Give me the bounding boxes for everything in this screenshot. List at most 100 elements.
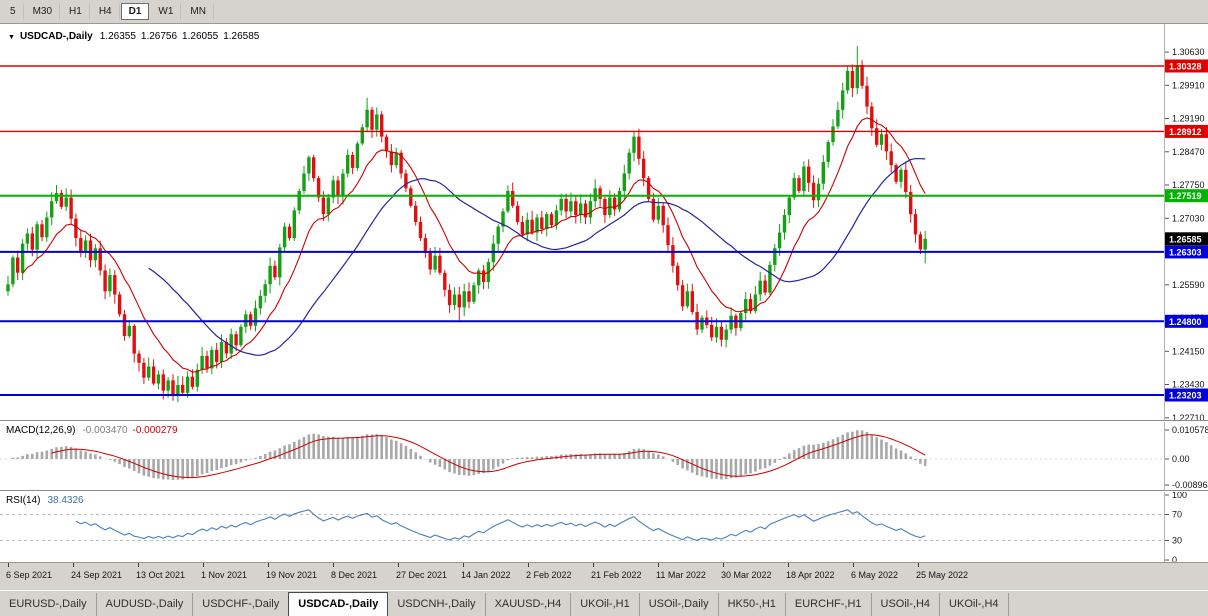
candle-body bbox=[35, 224, 39, 250]
candle-body bbox=[161, 374, 165, 391]
chart-tab-xauusd-h4[interactable]: XAUUSD-,H4 bbox=[486, 593, 572, 616]
timeframe-button-h1[interactable]: H1 bbox=[61, 3, 90, 20]
candle-body bbox=[923, 238, 927, 250]
candle-body bbox=[64, 197, 68, 207]
candle-body bbox=[554, 210, 559, 226]
axis-label: 1.27030 bbox=[1172, 213, 1205, 223]
candle-body bbox=[365, 109, 369, 128]
candle-body bbox=[30, 233, 34, 250]
candle-body bbox=[467, 291, 471, 302]
macd-panel bbox=[0, 430, 1164, 480]
time-axis-label: 27 Dec 2021 bbox=[396, 570, 448, 580]
candle-body bbox=[59, 192, 64, 207]
time-axis-label: 6 Sep 2021 bbox=[6, 570, 53, 580]
candle-body bbox=[312, 157, 316, 179]
timeframe-button-d1[interactable]: D1 bbox=[120, 3, 150, 20]
candle-body bbox=[282, 226, 287, 248]
candle-body bbox=[210, 349, 214, 369]
time-axis-label: 18 Apr 2022 bbox=[786, 570, 835, 580]
candle-body bbox=[651, 198, 656, 220]
candle-body bbox=[899, 169, 903, 182]
timeframe-button-5[interactable]: 5 bbox=[2, 3, 24, 20]
time-axis-tick bbox=[918, 563, 919, 567]
time-axis-tick bbox=[73, 563, 74, 567]
candle-body bbox=[384, 136, 389, 152]
chart-tab-bar: EURUSD-,Daily AUDUSD-,Daily USDCHF-,Daily U… bbox=[0, 590, 1208, 616]
chart-tab-hk50-h1[interactable]: HK50-,H1 bbox=[719, 593, 786, 616]
candle-body bbox=[176, 385, 180, 397]
candle-body bbox=[632, 136, 636, 153]
macd-label: MACD(12,26,9) bbox=[6, 425, 75, 436]
chart-tab-usdchf-daily[interactable]: USDCHF-,Daily bbox=[193, 593, 290, 616]
candle-body bbox=[122, 314, 127, 336]
timeframe-button-mn[interactable]: MN bbox=[182, 3, 214, 20]
candle-body bbox=[637, 136, 641, 159]
price-level-badge-label: 1.23203 bbox=[1169, 391, 1202, 401]
candle-body bbox=[69, 197, 73, 219]
candle-body bbox=[758, 280, 762, 295]
candle-body bbox=[142, 362, 146, 378]
candle-body bbox=[845, 71, 850, 91]
time-axis-tick bbox=[528, 563, 529, 567]
candle-body bbox=[627, 152, 631, 174]
chart-symbol-label: USDCAD-,Daily bbox=[20, 31, 93, 42]
candle-body bbox=[83, 240, 88, 253]
candle-body bbox=[802, 166, 806, 192]
candle-body bbox=[302, 173, 306, 191]
symbol-dropdown-icon[interactable]: ▼ bbox=[8, 34, 15, 41]
timeframe-button-h4[interactable]: H4 bbox=[91, 3, 120, 20]
time-axis-tick bbox=[8, 563, 9, 567]
rsi-label: RSI(14) bbox=[6, 495, 40, 506]
candle-body bbox=[680, 285, 685, 307]
candle-body bbox=[11, 257, 15, 285]
candle-body bbox=[117, 294, 122, 315]
ma-fast-line bbox=[22, 117, 926, 373]
candle-body bbox=[350, 155, 355, 168]
price-axis[interactable]: 1.30630 1.29910 1.29190 1.28470 1.27750 1.270… bbox=[1164, 24, 1208, 565]
candle-body bbox=[884, 134, 889, 152]
price-level-badge bbox=[1165, 232, 1208, 246]
timeframe-button-m30[interactable]: M30 bbox=[25, 3, 61, 20]
chart-tab-eurchf-h1[interactable]: EURCHF-,H1 bbox=[786, 593, 872, 616]
candle-body bbox=[666, 225, 670, 246]
candle-body bbox=[355, 143, 360, 168]
candle-body bbox=[166, 380, 170, 391]
candle-body bbox=[418, 222, 423, 239]
time-axis-label: 2 Feb 2022 bbox=[526, 570, 572, 580]
axis-label: 1.24150 bbox=[1172, 346, 1205, 356]
ma-slow-line bbox=[148, 157, 926, 356]
price-level-badge-label: 1.30328 bbox=[1169, 62, 1202, 72]
time-axis-label: 14 Jan 2022 bbox=[461, 570, 511, 580]
chart-tab-usdcnh-daily[interactable]: USDCNH-,Daily bbox=[388, 593, 486, 616]
axis-label: 100 bbox=[1172, 490, 1187, 500]
candle-body bbox=[763, 280, 767, 293]
candle-body bbox=[797, 178, 801, 191]
candle-body bbox=[540, 217, 544, 229]
candle-body bbox=[530, 219, 534, 233]
time-axis-tick bbox=[463, 563, 464, 567]
chart-tab-ukoil-h1[interactable]: UKOil-,H1 bbox=[571, 593, 640, 616]
candle-body bbox=[506, 191, 510, 212]
time-axis[interactable]: 6 Sep 2021 24 Sep 2021 13 Oct 2021 1 Nov 20… bbox=[0, 562, 1208, 590]
timeframe-button-w1[interactable]: W1 bbox=[150, 3, 182, 20]
chart-tab-eurusd-daily[interactable]: EURUSD-,Daily bbox=[0, 593, 97, 616]
chart-tab-usoil-h4[interactable]: USOil-,H4 bbox=[872, 593, 941, 616]
candle-body bbox=[850, 71, 855, 89]
candle-body bbox=[477, 270, 481, 286]
chart-tab-ukoil-h4[interactable]: UKOil-,H4 bbox=[940, 593, 1009, 616]
candle-body bbox=[20, 243, 25, 273]
chart-tab-usoil-daily[interactable]: USOil-,Daily bbox=[640, 593, 719, 616]
candle-body bbox=[132, 325, 136, 354]
candle-body bbox=[336, 180, 340, 196]
chart-tab-audusd-daily[interactable]: AUDUSD-,Daily bbox=[97, 593, 194, 616]
axis-label: 1.23430 bbox=[1172, 380, 1205, 390]
candle-body bbox=[598, 188, 602, 199]
candle-body bbox=[273, 265, 277, 278]
time-axis-tick bbox=[788, 563, 789, 567]
chart-canvas[interactable]: 1.30630 1.29910 1.29190 1.28470 1.27750 1.270… bbox=[0, 24, 1208, 565]
macd-value: -0.003470 bbox=[82, 425, 127, 436]
candle-body bbox=[399, 152, 403, 174]
chart-tab-usdcad-daily[interactable]: USDCAD-,Daily bbox=[288, 592, 389, 616]
price-scale-background[interactable] bbox=[1165, 24, 1208, 562]
candle-body bbox=[792, 178, 796, 198]
